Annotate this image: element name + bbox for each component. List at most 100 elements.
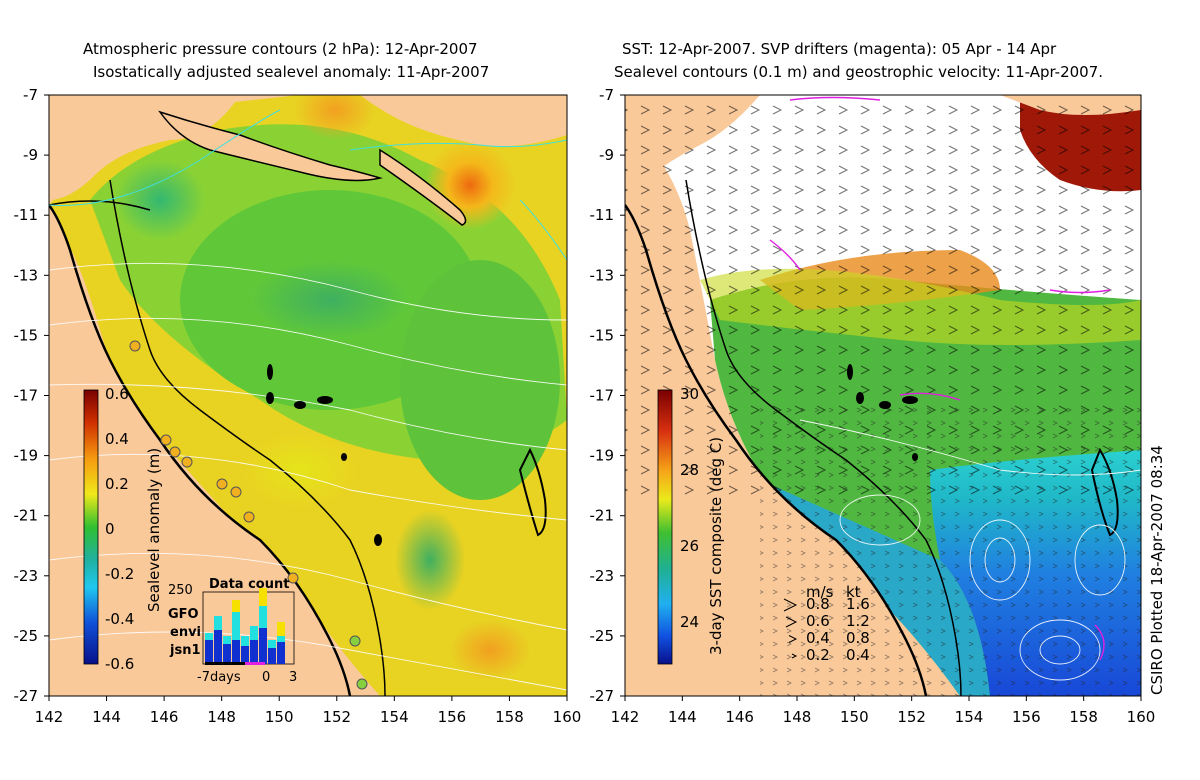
right-colorbar: 30 28 26 24 3-day SST composite (deg C) xyxy=(657,385,725,665)
lon-label: 144 xyxy=(92,708,121,726)
lat-label: -19 xyxy=(14,447,39,465)
small-reefs-right xyxy=(847,364,918,461)
right-colorbar-tick: 26 xyxy=(680,537,699,555)
lat-label: -13 xyxy=(590,266,615,284)
velocity-key-arrow xyxy=(791,653,798,659)
velocity-key-arrow xyxy=(788,635,798,643)
left-title-line1: Atmospheric pressure contours (2 hPa): 1… xyxy=(83,40,478,58)
lat-label: -17 xyxy=(590,387,615,405)
island-png-tail xyxy=(158,110,383,182)
left-colorbar-tick: 0.2 xyxy=(105,475,129,493)
lat-label: -23 xyxy=(590,567,615,585)
lat-label: -13 xyxy=(14,266,39,284)
lat-label: -25 xyxy=(590,627,615,645)
velocity-key-rows: 0.8 1.60.6 1.20.4 0.80.2 0.4 xyxy=(783,595,870,664)
lat-label: -27 xyxy=(14,687,39,705)
right-colorbar-ticks: 30 28 26 24 xyxy=(680,385,699,631)
right-colorbar-tick: 24 xyxy=(680,613,699,631)
legend-gfo: GFO xyxy=(168,607,199,622)
island-chain xyxy=(379,148,467,226)
data-count-title: Data count xyxy=(209,577,289,592)
left-colorbar-label: Sealevel anomaly (m) xyxy=(145,448,163,612)
left-colorbar-tick: 0.6 xyxy=(105,385,129,403)
land-solomons-top xyxy=(360,95,567,147)
tide-gauge-markers xyxy=(129,340,368,690)
right-colorbar-gradient xyxy=(657,389,673,665)
reef-edge-contour xyxy=(109,179,386,696)
lon-label: 160 xyxy=(553,708,582,726)
coastline-australia-right xyxy=(625,204,928,696)
velocity-key-ms: 0.4 xyxy=(806,629,830,647)
reef-edge-right xyxy=(685,179,962,696)
lat-label: -11 xyxy=(590,206,615,224)
velocity-key: m/s kt 0.8 1.60.6 1.20.4 0.80.2 0.4 xyxy=(783,583,870,664)
left-title-line2: Isostatically adjusted sealevel anomaly:… xyxy=(93,63,490,81)
lon-label: 144 xyxy=(668,708,697,726)
lon-label: 152 xyxy=(897,708,926,726)
warm-eddy-2 xyxy=(295,95,375,140)
right-colorbar-tick: 28 xyxy=(680,461,699,479)
velocity-key-ms: 0.6 xyxy=(806,612,830,630)
cool-eddy-1 xyxy=(115,160,205,240)
lon-label: 154 xyxy=(955,708,984,726)
left-colorbar-ticks: 0.6 0.4 0.2 0 -0.2 -0.4 -0.6 xyxy=(105,385,134,673)
reef-outline-east-right xyxy=(1090,447,1119,537)
lat-label: -7 xyxy=(599,86,614,104)
warm-eddy-1 xyxy=(425,140,515,230)
velocity-key-kt: 1.6 xyxy=(846,595,870,613)
lon-label: 156 xyxy=(1012,708,1041,726)
lon-label: 146 xyxy=(725,708,754,726)
data-count-xlabel-end: 3 xyxy=(289,670,297,685)
left-map xyxy=(49,95,567,696)
lat-label: -21 xyxy=(14,507,39,525)
cool-eddy-3 xyxy=(395,510,465,610)
velocity-key-ms: 0.8 xyxy=(806,595,830,613)
velocity-key-kt: 0.8 xyxy=(846,629,870,647)
data-count-bars xyxy=(205,588,285,665)
velocity-key-header-kt: kt xyxy=(846,583,861,601)
velocity-key-kt: 1.2 xyxy=(846,612,870,630)
right-colorbar-tick: 30 xyxy=(680,385,699,403)
velocity-key-header-ms: m/s xyxy=(806,583,834,601)
data-count-xlabel-zero: 0 xyxy=(262,670,270,685)
lat-label: -17 xyxy=(14,387,39,405)
left-colorbar-tick: 0.4 xyxy=(105,430,129,448)
velocity-key-arrow xyxy=(785,616,798,628)
lat-label: -9 xyxy=(23,146,38,164)
lon-label: 150 xyxy=(265,708,294,726)
legend-envi: envi xyxy=(170,625,201,640)
lat-label: -21 xyxy=(590,507,615,525)
lat-label: -23 xyxy=(14,567,39,585)
sealevel-contours xyxy=(799,419,1141,681)
land-australia xyxy=(49,205,350,696)
left-colorbar-tick: -0.2 xyxy=(105,565,134,583)
lon-label: 152 xyxy=(322,708,351,726)
cool-eddy-2 xyxy=(250,260,410,340)
lat-label: -9 xyxy=(599,146,614,164)
lat-label: -11 xyxy=(14,206,39,224)
axis-labels: 142 144 146 148 150 152 154 156 158 160 -7 -9 -11 -13… xyxy=(14,86,1156,726)
right-colorbar-label: 3-day SST composite (deg C) xyxy=(707,437,725,655)
warm-eddy-3 xyxy=(450,620,530,680)
right-title-line1: SST: 12-Apr-2007. SVP drifters (magenta)… xyxy=(622,40,1057,58)
lon-label: 148 xyxy=(783,708,812,726)
lon-label: 158 xyxy=(1069,708,1098,726)
lon-label: 156 xyxy=(438,708,467,726)
svp-drifter-tracks xyxy=(769,96,1111,661)
right-map xyxy=(625,95,1141,696)
left-colorbar-tick: 0 xyxy=(105,520,115,538)
legend-jsn1: jsn1 xyxy=(169,643,201,658)
left-colorbar-gradient xyxy=(83,389,99,665)
lon-label: 148 xyxy=(207,708,236,726)
yellow-region xyxy=(240,430,360,510)
pressure-contours xyxy=(49,262,567,691)
left-colorbar: 0.6 0.4 0.2 0 -0.2 -0.4 -0.6 Sealevel anomaly … xyxy=(83,385,163,673)
data-count-xlabel-start: -7days xyxy=(197,670,241,685)
reef-outline-east xyxy=(518,447,547,537)
lat-label: -15 xyxy=(590,326,615,344)
small-reefs xyxy=(266,364,382,546)
lon-label: 154 xyxy=(380,708,409,726)
lon-label: 158 xyxy=(495,708,524,726)
